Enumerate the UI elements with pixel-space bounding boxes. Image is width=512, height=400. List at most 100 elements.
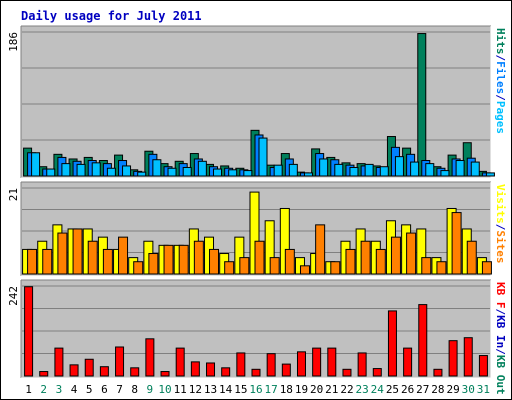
legend-item: Hits xyxy=(494,28,507,55)
bar xyxy=(228,169,238,177)
day-label: 6 xyxy=(101,383,108,396)
day-label: 9 xyxy=(147,383,154,396)
bar xyxy=(54,347,64,377)
bar xyxy=(251,368,261,377)
day-label: 5 xyxy=(86,383,93,396)
bar xyxy=(167,167,177,177)
bar xyxy=(42,248,53,275)
day-label: 18 xyxy=(280,383,293,396)
bar xyxy=(145,338,155,377)
bar xyxy=(197,160,207,177)
bar xyxy=(27,248,38,275)
bar xyxy=(440,170,450,177)
bar xyxy=(345,248,356,275)
bar xyxy=(299,265,310,275)
bar xyxy=(91,162,101,177)
bar xyxy=(387,310,397,377)
bar xyxy=(160,371,170,377)
bar xyxy=(61,163,71,177)
bar xyxy=(118,236,129,275)
legend-item: KB In xyxy=(494,315,507,348)
bar xyxy=(406,232,417,275)
bar xyxy=(152,159,162,177)
day-label: 8 xyxy=(131,383,138,396)
legend-item: / xyxy=(494,309,507,316)
bar xyxy=(224,261,235,275)
day-label: 30 xyxy=(462,383,475,396)
bar xyxy=(357,352,367,377)
day-label: 25 xyxy=(386,383,399,396)
day-label: 13 xyxy=(204,383,217,396)
bar xyxy=(284,248,295,275)
y-max-label: 21 xyxy=(7,188,20,201)
bar xyxy=(178,244,189,275)
bar xyxy=(288,163,298,177)
bar xyxy=(130,367,140,377)
bar xyxy=(137,171,147,177)
legend: Hits/Files/Pages xyxy=(494,28,507,134)
day-label: 27 xyxy=(416,383,429,396)
bar xyxy=(379,166,389,177)
bar xyxy=(417,33,427,177)
bar xyxy=(163,244,174,275)
day-label: 15 xyxy=(234,383,247,396)
bar xyxy=(463,337,473,377)
day-label: 31 xyxy=(477,383,490,396)
bar xyxy=(46,168,56,177)
legend-item: Visits xyxy=(494,184,507,224)
day-label: 10 xyxy=(158,383,171,396)
bar xyxy=(254,240,265,275)
bar xyxy=(372,368,382,377)
legend-item: / xyxy=(494,55,507,62)
bar xyxy=(102,248,113,275)
bar xyxy=(470,161,480,177)
bar xyxy=(31,152,41,177)
bar xyxy=(418,304,428,377)
day-label: 21 xyxy=(325,383,338,396)
bar xyxy=(334,163,344,177)
legend-item: / xyxy=(494,224,507,231)
bar xyxy=(403,347,413,377)
legend: KB F/KB In/KB Out xyxy=(494,282,507,395)
bar xyxy=(99,366,109,377)
bar xyxy=(485,172,495,177)
bar xyxy=(448,340,458,377)
day-label: 7 xyxy=(116,383,123,396)
legend: Visits/Sites xyxy=(494,184,507,264)
bar xyxy=(421,257,432,275)
bar xyxy=(390,236,401,275)
bar xyxy=(330,261,341,275)
day-label: 24 xyxy=(371,383,385,396)
bar xyxy=(342,368,352,377)
bar xyxy=(84,358,94,377)
day-label: 16 xyxy=(249,383,262,396)
day-label: 17 xyxy=(265,383,278,396)
bar xyxy=(436,261,447,275)
series-sites xyxy=(27,212,492,275)
panel-kbytes: 242 KB F/KB In/KB Out xyxy=(7,279,507,395)
bar xyxy=(87,240,98,275)
bar xyxy=(106,167,116,177)
bar xyxy=(236,352,246,377)
day-label: 11 xyxy=(174,383,187,396)
bar xyxy=(394,156,404,177)
bar xyxy=(213,168,223,177)
bar xyxy=(410,161,420,177)
legend-item: Pages xyxy=(494,101,507,134)
bar xyxy=(175,347,185,377)
bar xyxy=(296,351,306,377)
bar xyxy=(466,240,477,275)
bar xyxy=(364,163,374,177)
bar xyxy=(425,163,435,177)
day-label: 22 xyxy=(340,383,353,396)
bar xyxy=(221,367,231,377)
bar xyxy=(315,224,326,275)
bar xyxy=(478,355,488,377)
day-label: 12 xyxy=(189,383,202,396)
bar xyxy=(39,371,49,377)
bar xyxy=(148,253,159,275)
bar xyxy=(269,257,280,275)
